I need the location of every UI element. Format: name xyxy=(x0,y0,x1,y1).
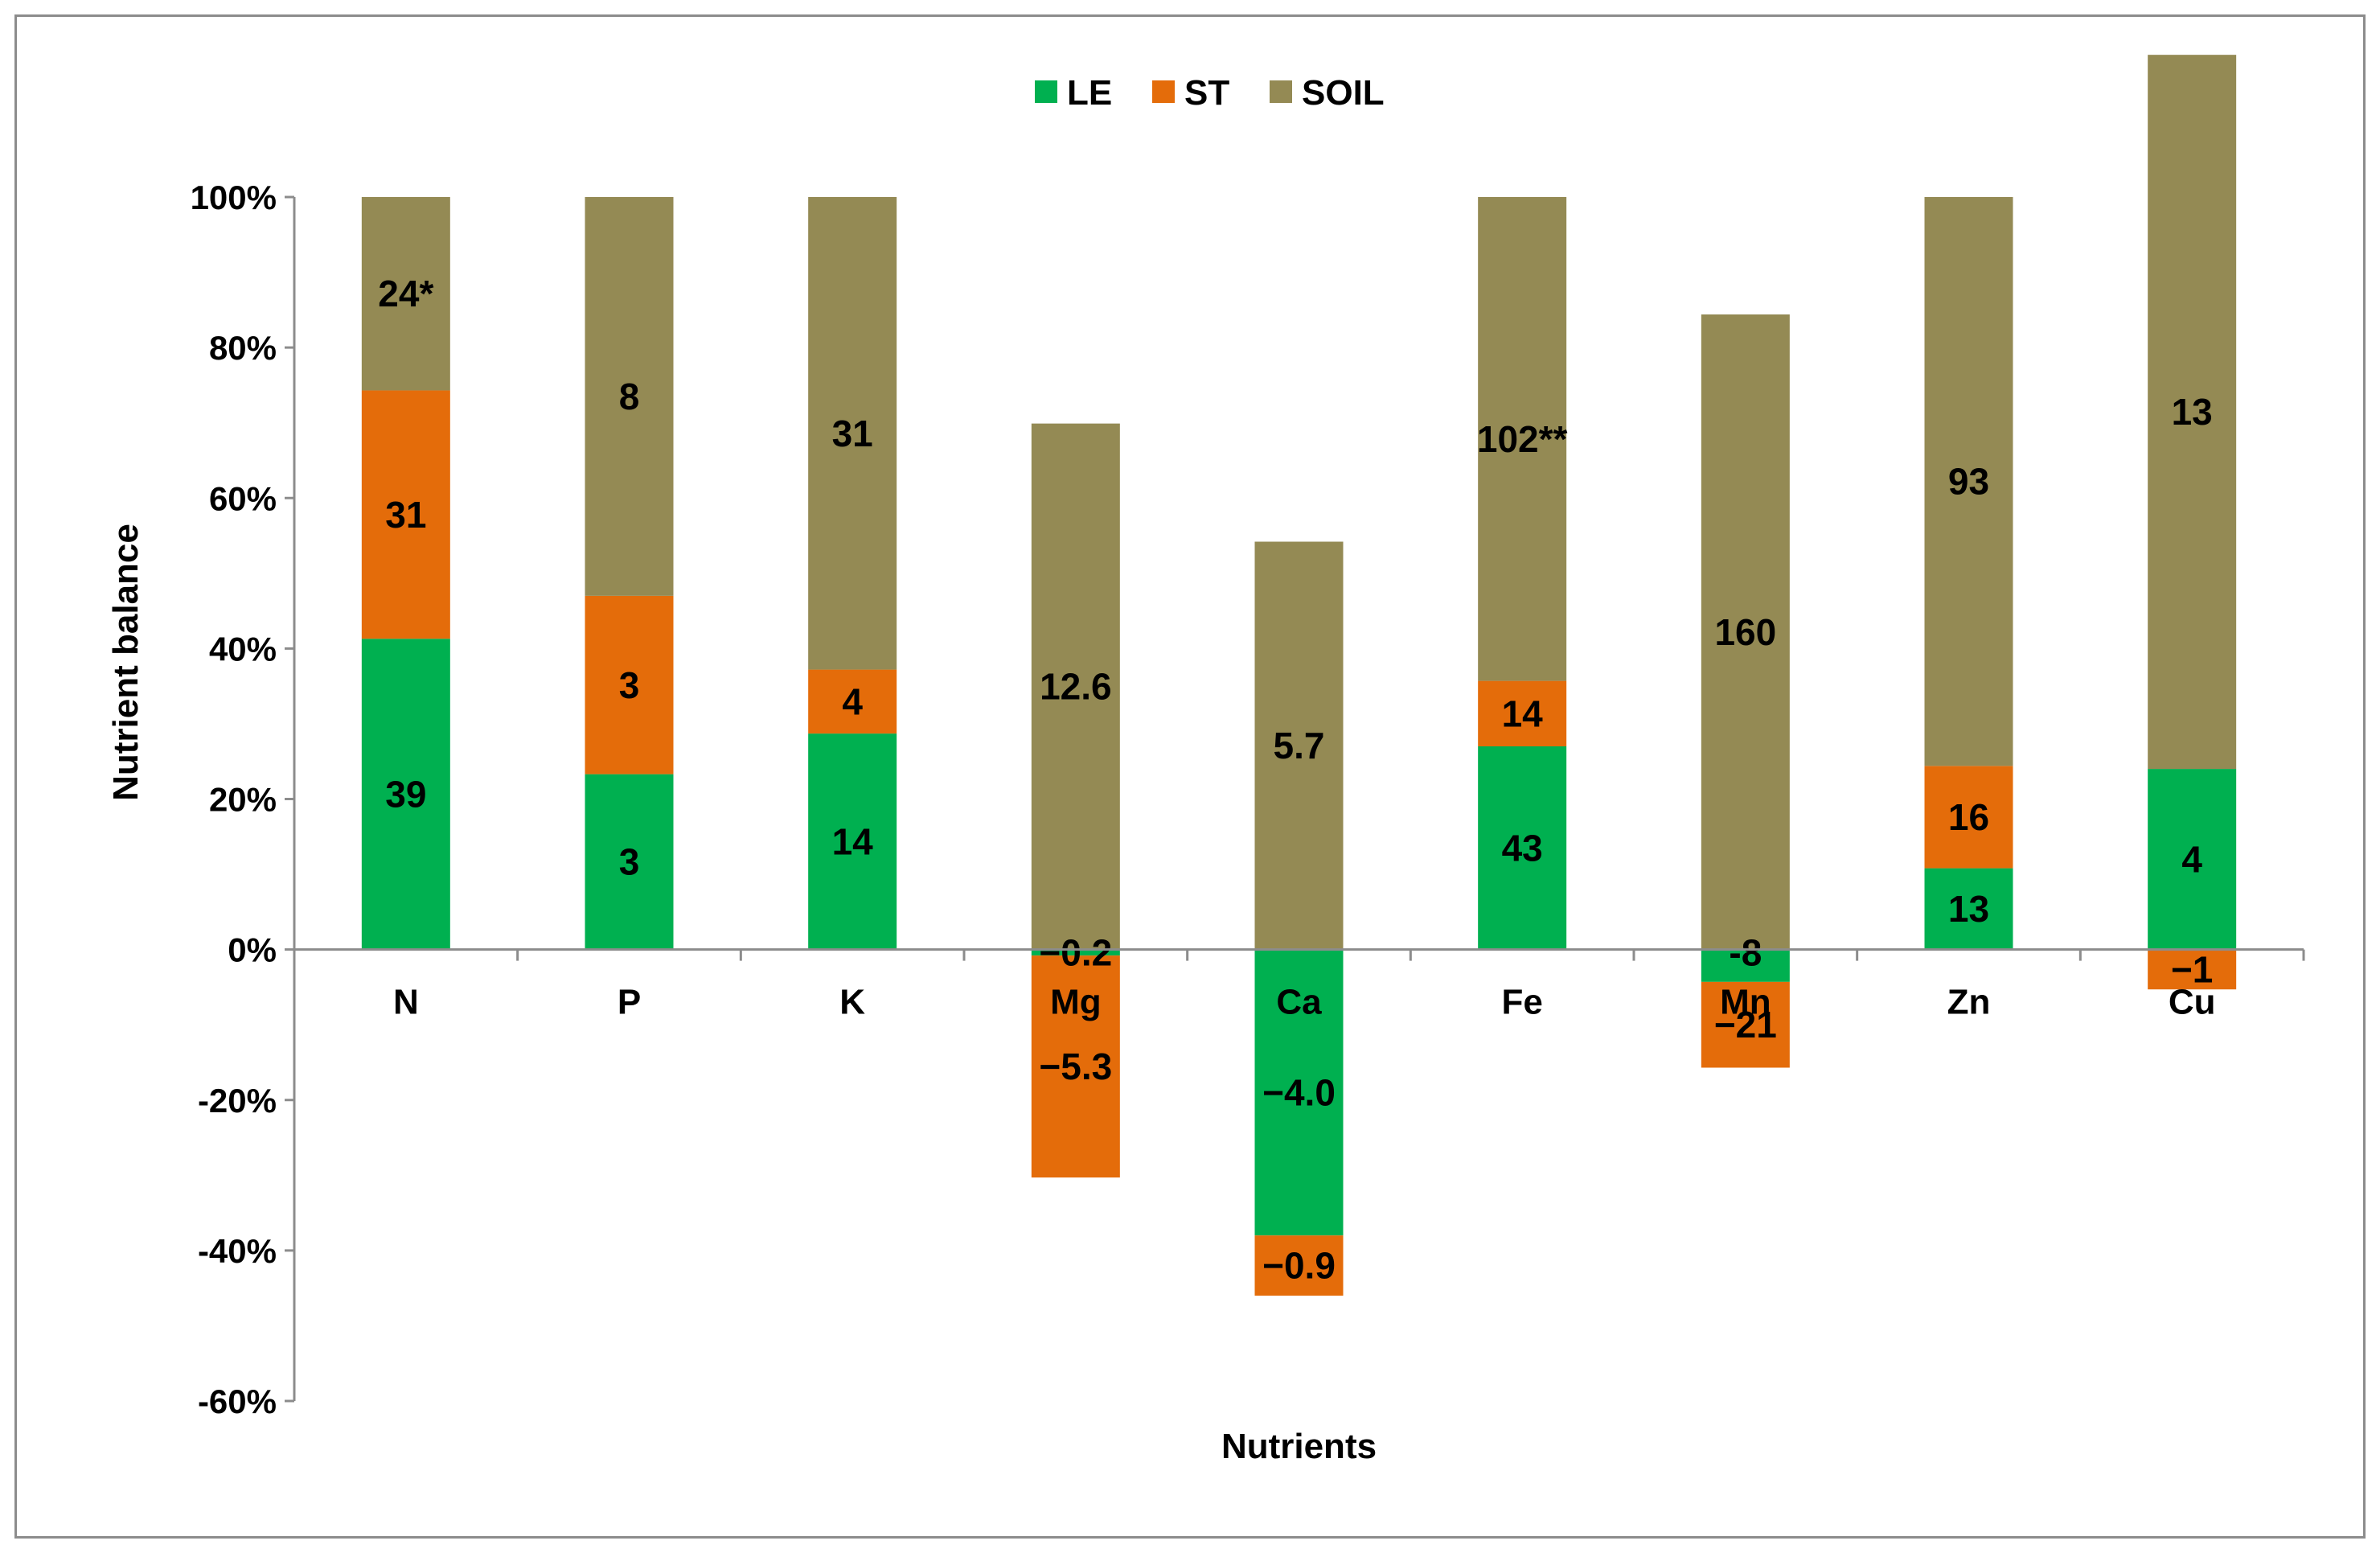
legend-label-st: ST xyxy=(1184,73,1229,113)
y-tick-label: 40% xyxy=(209,630,277,668)
legend-swatch-soil xyxy=(1270,80,1292,103)
bar-st-fe xyxy=(1478,680,1567,747)
x-axis: N P K Mg Ca Fe Mn Zn Cu xyxy=(293,948,2305,1022)
bar-soil-cu xyxy=(2148,55,2237,770)
data-label: −4.0 xyxy=(1262,1071,1336,1113)
data-label: 13 xyxy=(1948,888,1989,930)
data-label: 13 xyxy=(2172,391,2213,433)
bar-le-mg xyxy=(1031,949,1120,956)
y-tick-label: 100% xyxy=(191,179,277,216)
bar-soil-p xyxy=(585,197,674,596)
data-label: 4 xyxy=(842,680,863,722)
data-label: 31 xyxy=(832,413,873,454)
bar-soil-zn xyxy=(1924,197,2013,766)
chart-frame: LE ST SOIL 100% 80% 60% 40% 20% 0% -20% -40% -60% … xyxy=(14,14,2366,1539)
bar-st-k xyxy=(808,669,897,734)
data-label: 8 xyxy=(619,376,640,417)
x-axis-title: Nutrients xyxy=(1221,1427,1377,1466)
y-tick-label: -60% xyxy=(198,1382,277,1420)
y-axis-title: Nutrient balance xyxy=(106,524,146,801)
bar-soil-k xyxy=(808,197,897,670)
bar-soil-fe xyxy=(1478,197,1567,681)
x-tick-label: Cu xyxy=(2169,983,2216,1022)
data-label: 93 xyxy=(1948,461,1989,503)
bar-st-n xyxy=(361,390,450,639)
data-label: −5.3 xyxy=(1039,1046,1112,1087)
segment-labels: 39 31 24* 3 3 8 14 4 31 −0.2 −5.3 12.6 −4.0 −0.9 5.7 43… xyxy=(378,273,2213,1286)
bar-le-fe xyxy=(1478,746,1567,950)
bar-soil-n xyxy=(361,197,450,391)
y-tick-label: 60% xyxy=(209,479,277,517)
legend-swatch-st xyxy=(1152,80,1175,103)
bar-soil-mg xyxy=(1031,423,1120,950)
legend-swatch-le xyxy=(1035,80,1057,103)
bar-le-k xyxy=(808,733,897,950)
data-label: −0.9 xyxy=(1262,1245,1336,1287)
bar-st-ca xyxy=(1254,1235,1344,1296)
y-tick-label: -20% xyxy=(198,1082,277,1120)
bar-st-mg xyxy=(1031,955,1120,1178)
data-label: 39 xyxy=(385,773,426,815)
legend-label-soil: SOIL xyxy=(1302,73,1385,113)
data-label: -8 xyxy=(1729,932,1762,974)
bar-le-n xyxy=(361,639,450,950)
data-label: 12.6 xyxy=(1040,666,1112,708)
data-label: −1 xyxy=(2171,948,2213,990)
data-label: 31 xyxy=(385,494,426,536)
y-tick-label: 0% xyxy=(228,931,277,969)
data-label: 160 xyxy=(1714,611,1776,653)
data-label: 3 xyxy=(619,664,640,706)
bar-le-mn xyxy=(1701,949,1790,982)
legend: LE ST SOIL xyxy=(1035,73,1385,113)
data-label: 24* xyxy=(378,273,433,314)
y-axis: 100% 80% 60% 40% 20% 0% -20% -40% -60% xyxy=(191,179,296,1420)
bar-st-cu xyxy=(2148,949,2237,990)
data-label: 5.7 xyxy=(1274,725,1325,766)
bar-st-mn xyxy=(1701,981,1790,1068)
data-label: 14 xyxy=(1502,692,1544,734)
data-label: 16 xyxy=(1948,796,1989,838)
bar-le-zn xyxy=(1924,868,2013,950)
data-label: −0.2 xyxy=(1039,932,1112,974)
bar-soil-mn xyxy=(1701,314,1790,950)
bar-le-ca xyxy=(1254,949,1344,1236)
bar-le-p xyxy=(585,774,674,950)
data-label: −21 xyxy=(1714,1004,1777,1046)
bar-st-zn xyxy=(1924,766,2013,869)
x-tick-label: Mg xyxy=(1050,983,1102,1022)
bar-st-p xyxy=(585,595,674,774)
data-label: 14 xyxy=(832,820,874,862)
bars xyxy=(361,55,2237,1296)
data-label: 4 xyxy=(2181,838,2202,880)
nutrient-balance-chart: LE ST SOIL 100%80%60%40%20%0%-20%-40%-60% … xyxy=(106,55,2305,1466)
y-tick-label: 20% xyxy=(209,781,277,819)
x-tick-label: K xyxy=(839,983,865,1022)
data-label: 3 xyxy=(619,841,640,883)
data-label: 43 xyxy=(1502,827,1543,869)
data-label: 102** xyxy=(1477,418,1568,460)
x-tick-label: Mn xyxy=(1720,983,1771,1022)
y-tick-label: 80% xyxy=(209,329,277,367)
x-tick-label: P xyxy=(618,983,641,1022)
bar-le-cu xyxy=(2148,769,2237,950)
bar-soil-ca xyxy=(1254,541,1344,950)
x-tick-label: Zn xyxy=(1947,983,1991,1022)
x-tick-label: Ca xyxy=(1276,983,1322,1022)
y-tick-label: -40% xyxy=(198,1232,277,1270)
x-tick-label: Fe xyxy=(1501,983,1542,1022)
legend-label-le: LE xyxy=(1067,73,1112,113)
x-tick-label: N xyxy=(393,983,419,1022)
